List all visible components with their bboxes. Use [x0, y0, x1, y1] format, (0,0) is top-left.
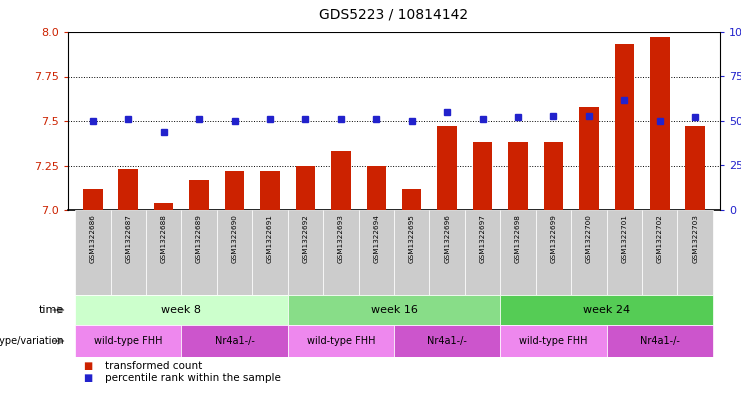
Bar: [402, 189, 422, 210]
Bar: [394, 210, 430, 295]
Bar: [146, 210, 182, 295]
Bar: [75, 210, 110, 295]
Text: GSM1322692: GSM1322692: [302, 214, 308, 263]
Bar: [685, 126, 705, 210]
Bar: [119, 169, 138, 210]
Text: GSM1322701: GSM1322701: [621, 214, 628, 263]
Bar: [182, 210, 217, 295]
Bar: [642, 210, 677, 295]
Bar: [359, 210, 394, 295]
Bar: [75, 325, 182, 357]
Text: GSM1322694: GSM1322694: [373, 214, 379, 263]
Bar: [614, 44, 634, 210]
Text: week 24: week 24: [583, 305, 630, 315]
Bar: [288, 210, 323, 295]
Bar: [323, 210, 359, 295]
Text: ■: ■: [83, 373, 92, 383]
Text: Nr4a1-/-: Nr4a1-/-: [639, 336, 679, 346]
Text: ■: ■: [83, 361, 92, 371]
Bar: [367, 165, 386, 210]
Text: GSM1322689: GSM1322689: [196, 214, 202, 263]
Bar: [473, 142, 492, 210]
Bar: [110, 210, 146, 295]
Text: GSM1322699: GSM1322699: [551, 214, 556, 263]
Text: GSM1322695: GSM1322695: [409, 214, 415, 263]
Text: genotype/variation: genotype/variation: [0, 336, 64, 346]
Text: wild-type FHH: wild-type FHH: [307, 336, 375, 346]
Text: week 8: week 8: [162, 305, 202, 315]
Text: GDS5223 / 10814142: GDS5223 / 10814142: [319, 8, 468, 22]
Bar: [331, 151, 350, 210]
Bar: [83, 189, 102, 210]
Bar: [288, 325, 394, 357]
Bar: [437, 126, 457, 210]
Text: GSM1322691: GSM1322691: [267, 214, 273, 263]
Bar: [500, 295, 713, 325]
Bar: [579, 107, 599, 210]
Text: week 16: week 16: [370, 305, 417, 315]
Bar: [217, 210, 252, 295]
Text: GSM1322700: GSM1322700: [586, 214, 592, 263]
Text: percentile rank within the sample: percentile rank within the sample: [105, 373, 281, 383]
Bar: [154, 203, 173, 210]
Text: GSM1322688: GSM1322688: [161, 214, 167, 263]
Bar: [394, 325, 500, 357]
Bar: [544, 142, 563, 210]
Text: GSM1322702: GSM1322702: [657, 214, 662, 263]
Bar: [288, 295, 500, 325]
Text: GSM1322693: GSM1322693: [338, 214, 344, 263]
Bar: [650, 37, 670, 210]
Bar: [225, 171, 245, 210]
Bar: [430, 210, 465, 295]
Bar: [607, 210, 642, 295]
Bar: [536, 210, 571, 295]
Text: Nr4a1-/-: Nr4a1-/-: [428, 336, 467, 346]
Text: GSM1322697: GSM1322697: [479, 214, 485, 263]
Bar: [75, 295, 288, 325]
Bar: [677, 210, 713, 295]
Text: GSM1322686: GSM1322686: [90, 214, 96, 263]
Bar: [465, 210, 500, 295]
Text: GSM1322690: GSM1322690: [231, 214, 238, 263]
Text: GSM1322703: GSM1322703: [692, 214, 698, 263]
Text: wild-type FHH: wild-type FHH: [519, 336, 588, 346]
Bar: [260, 171, 279, 210]
Bar: [500, 325, 607, 357]
Text: GSM1322698: GSM1322698: [515, 214, 521, 263]
Text: GSM1322687: GSM1322687: [125, 214, 131, 263]
Text: Nr4a1-/-: Nr4a1-/-: [215, 336, 254, 346]
Bar: [571, 210, 607, 295]
Text: time: time: [39, 305, 64, 315]
Bar: [508, 142, 528, 210]
Bar: [500, 210, 536, 295]
Bar: [252, 210, 288, 295]
Text: wild-type FHH: wild-type FHH: [94, 336, 162, 346]
Text: transformed count: transformed count: [105, 361, 202, 371]
Bar: [607, 325, 713, 357]
Text: GSM1322696: GSM1322696: [444, 214, 450, 263]
Bar: [182, 325, 288, 357]
Bar: [190, 180, 209, 210]
Bar: [296, 165, 315, 210]
